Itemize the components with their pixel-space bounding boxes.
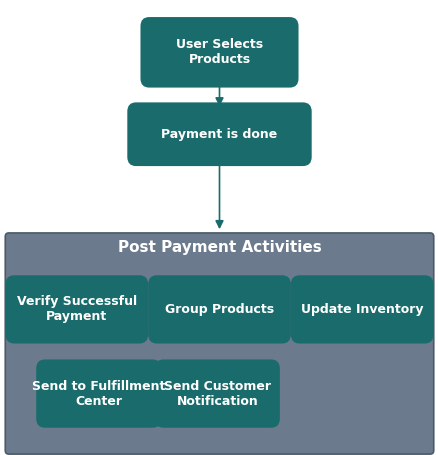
Text: Payment is done: Payment is done <box>161 128 277 141</box>
FancyBboxPatch shape <box>127 102 311 166</box>
Text: Verify Successful
Payment: Verify Successful Payment <box>17 295 137 324</box>
FancyBboxPatch shape <box>36 359 161 428</box>
Text: Post Payment Activities: Post Payment Activities <box>117 241 321 255</box>
Text: User Selects
Products: User Selects Products <box>176 38 262 66</box>
Text: Send to Fulfillment
Center: Send to Fulfillment Center <box>32 379 165 408</box>
Text: Group Products: Group Products <box>165 303 273 316</box>
FancyBboxPatch shape <box>5 233 433 454</box>
FancyBboxPatch shape <box>5 275 148 344</box>
Text: Update Inventory: Update Inventory <box>300 303 423 316</box>
FancyBboxPatch shape <box>290 275 432 344</box>
FancyBboxPatch shape <box>140 17 298 87</box>
FancyBboxPatch shape <box>148 275 290 344</box>
Text: Send Customer
Notification: Send Customer Notification <box>163 379 270 408</box>
FancyBboxPatch shape <box>154 359 279 428</box>
